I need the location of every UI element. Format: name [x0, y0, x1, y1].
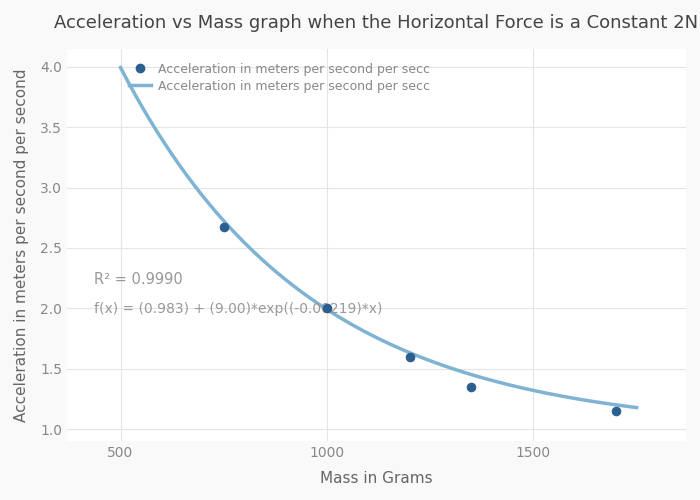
- Title: Acceleration vs Mass graph when the Horizontal Force is a Constant 2N: Acceleration vs Mass graph when the Hori…: [55, 14, 699, 32]
- Point: [321, 304, 332, 312]
- Point: [610, 407, 622, 415]
- Point: [404, 352, 415, 360]
- Text: f(x) = (0.983) + (9.00)*exp((-0.00219)*x): f(x) = (0.983) + (9.00)*exp((-0.00219)*x…: [94, 302, 382, 316]
- Point: [218, 224, 230, 232]
- Point: [466, 383, 477, 391]
- Legend: Acceleration in meters per second per secc, Acceleration in meters per second pe: Acceleration in meters per second per se…: [129, 63, 430, 92]
- Y-axis label: Acceleration in meters per second per second: Acceleration in meters per second per se…: [14, 68, 29, 422]
- Text: R² = 0.9990: R² = 0.9990: [94, 272, 183, 286]
- X-axis label: Mass in Grams: Mass in Grams: [320, 471, 433, 486]
